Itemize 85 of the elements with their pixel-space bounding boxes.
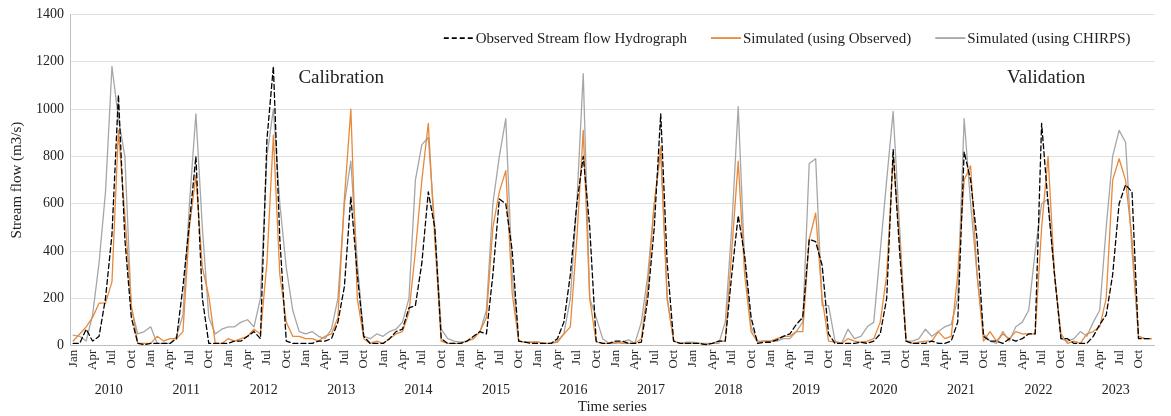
- x-tick-label: Jul: [1110, 349, 1126, 365]
- text: 2015: [482, 381, 511, 397]
- x-tick-label: Apr: [471, 349, 487, 370]
- x-tick-label: Oct: [742, 349, 758, 369]
- text: 2022: [1024, 381, 1053, 397]
- x-tick-label: Jan: [839, 349, 855, 368]
- x-tick-label: Oct: [1052, 349, 1068, 369]
- x-tick-label: Oct: [510, 349, 526, 369]
- x-tick-label: Jul: [180, 349, 196, 365]
- y-tick-label: 800: [43, 148, 64, 164]
- x-tick-label: Jul: [1033, 349, 1049, 365]
- y-tick-label: 200: [43, 290, 64, 306]
- y-tick-label: 600: [43, 195, 64, 211]
- x-axis-title: Time series: [577, 397, 647, 414]
- x-tick-label: Apr: [161, 349, 177, 370]
- x-tick-label: Apr: [84, 349, 100, 370]
- x-tick-label: Jan: [142, 349, 158, 368]
- text: 2010: [94, 381, 123, 397]
- x-tick-label: Jan: [684, 349, 700, 368]
- legend-label: Simulated (using CHIRPS): [967, 30, 1131, 48]
- x-tick-label: Oct: [897, 349, 913, 369]
- legend-label: Observed Stream flow Hydrograph: [475, 30, 688, 47]
- x-tick-label: Jan: [606, 349, 622, 368]
- legend-label: Simulated (using Observed): [742, 30, 912, 48]
- y-tick-label: 0: [57, 337, 64, 353]
- text: 2016: [559, 381, 588, 397]
- text: 2013: [327, 381, 356, 397]
- y-axis-title: Stream flow (m3/s): [7, 121, 25, 239]
- x-tick-label: Apr: [1013, 349, 1029, 370]
- x-tick-label: Oct: [355, 349, 371, 369]
- y-tick-label: 1000: [36, 100, 64, 116]
- x-tick-label: Jan: [452, 349, 468, 368]
- annotation: Validation: [1007, 66, 1086, 88]
- text: 2017: [637, 381, 666, 397]
- x-tick-label: Jul: [723, 349, 739, 365]
- text: 2012: [249, 381, 278, 397]
- x-tick-label: Jan: [529, 349, 545, 368]
- x-tick-label: Jan: [761, 349, 777, 368]
- text: 2018: [714, 381, 743, 397]
- x-tick-label: Oct: [587, 349, 603, 369]
- x-tick-label: Apr: [238, 349, 254, 370]
- x-tick-label: Jan: [916, 349, 932, 368]
- x-tick-label: Oct: [122, 349, 138, 369]
- x-tick-label: Jan: [374, 349, 390, 368]
- text: 2011: [172, 381, 200, 397]
- text: 2021: [946, 381, 975, 397]
- x-tick-label: Jan: [297, 349, 313, 368]
- x-tick-label: Jul: [258, 349, 274, 365]
- x-tick-label: Apr: [548, 349, 564, 370]
- x-tick-label: Jul: [878, 349, 894, 365]
- x-tick-label: Apr: [781, 349, 797, 370]
- x-tick-label: Jul: [568, 349, 584, 365]
- x-tick-label: Oct: [277, 349, 293, 369]
- x-tick-label: Jul: [413, 349, 429, 365]
- x-tick-label: Jan: [64, 349, 80, 368]
- y-tick-label: 1200: [36, 53, 64, 69]
- x-tick-label: Apr: [393, 349, 409, 370]
- x-tick-label: Jan: [1071, 349, 1087, 368]
- x-tick-label: Jan: [994, 349, 1010, 368]
- y-tick-label: 400: [43, 242, 64, 258]
- text: 2020: [869, 381, 898, 397]
- x-tick-label: Jul: [645, 349, 661, 365]
- text: 2019: [791, 381, 820, 397]
- x-tick-label: Oct: [200, 349, 216, 369]
- x-tick-label: Apr: [316, 349, 332, 370]
- x-tick-label: Apr: [626, 349, 642, 370]
- annotation: Calibration: [298, 66, 385, 88]
- x-tick-label: Apr: [936, 349, 952, 370]
- x-tick-label: Apr: [1091, 349, 1107, 370]
- text: 2014: [404, 381, 433, 397]
- x-tick-label: Apr: [858, 349, 874, 370]
- y-tick-label: 1400: [36, 6, 64, 22]
- x-tick-label: Jul: [335, 349, 351, 365]
- x-tick-label: Oct: [432, 349, 448, 369]
- x-tick-label: Oct: [974, 349, 990, 369]
- x-tick-label: Apr: [703, 349, 719, 370]
- x-tick-label: Jul: [103, 349, 119, 365]
- x-tick-label: Oct: [665, 349, 681, 369]
- x-tick-label: Oct: [1129, 349, 1145, 369]
- x-tick-label: Oct: [820, 349, 835, 369]
- x-tick-label: Jul: [490, 349, 506, 365]
- x-tick-label: Jul: [955, 349, 971, 365]
- x-tick-label: Jul: [800, 349, 816, 365]
- text: 2023: [1101, 381, 1130, 397]
- x-tick-label: Jan: [219, 349, 235, 368]
